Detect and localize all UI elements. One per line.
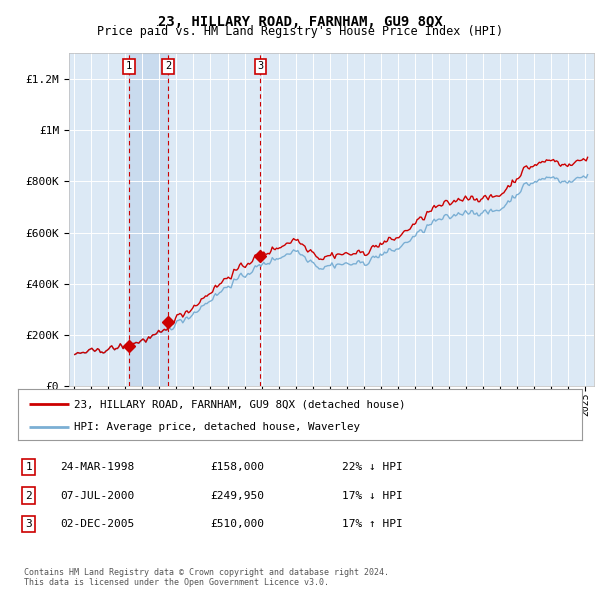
Text: 3: 3	[257, 61, 263, 71]
Text: 17% ↑ HPI: 17% ↑ HPI	[342, 519, 403, 529]
Text: 23, HILLARY ROAD, FARNHAM, GU9 8QX (detached house): 23, HILLARY ROAD, FARNHAM, GU9 8QX (deta…	[74, 399, 406, 409]
Text: 1: 1	[25, 463, 32, 472]
Text: Price paid vs. HM Land Registry's House Price Index (HPI): Price paid vs. HM Land Registry's House …	[97, 25, 503, 38]
Text: 3: 3	[25, 519, 32, 529]
Bar	[129, 53, 168, 386]
Text: 2: 2	[25, 491, 32, 500]
Text: £249,950: £249,950	[210, 491, 264, 500]
Text: 22% ↓ HPI: 22% ↓ HPI	[342, 463, 403, 472]
Text: 24-MAR-1998: 24-MAR-1998	[60, 463, 134, 472]
Text: HPI: Average price, detached house, Waverley: HPI: Average price, detached house, Wave…	[74, 422, 361, 432]
Text: 2: 2	[165, 61, 172, 71]
Text: 02-DEC-2005: 02-DEC-2005	[60, 519, 134, 529]
Text: £158,000: £158,000	[210, 463, 264, 472]
Text: £510,000: £510,000	[210, 519, 264, 529]
Text: Contains HM Land Registry data © Crown copyright and database right 2024.
This d: Contains HM Land Registry data © Crown c…	[24, 568, 389, 587]
Text: 1: 1	[126, 61, 132, 71]
Text: 23, HILLARY ROAD, FARNHAM, GU9 8QX: 23, HILLARY ROAD, FARNHAM, GU9 8QX	[158, 15, 442, 29]
Text: 17% ↓ HPI: 17% ↓ HPI	[342, 491, 403, 500]
Text: 07-JUL-2000: 07-JUL-2000	[60, 491, 134, 500]
